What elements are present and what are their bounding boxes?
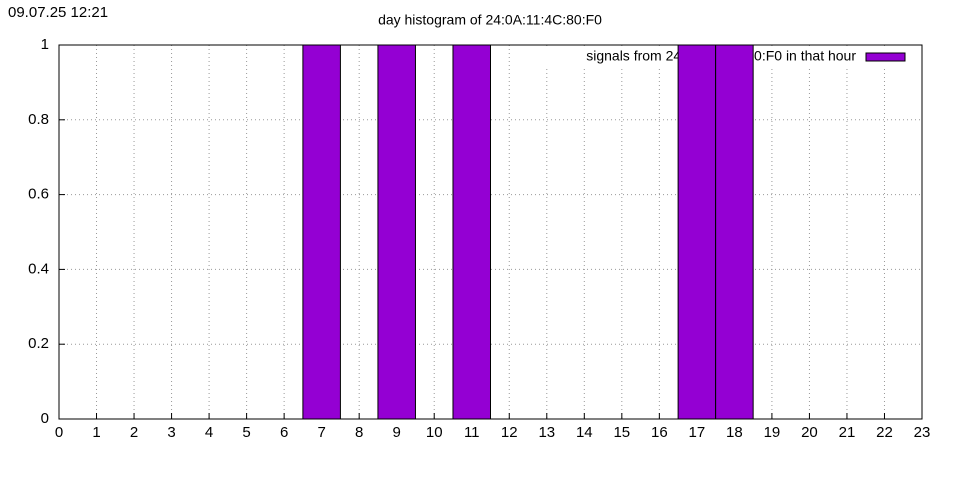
chart-title: day histogram of 24:0A:11:4C:80:F0 bbox=[378, 12, 602, 28]
x-tick-label: 5 bbox=[242, 424, 250, 441]
bar bbox=[452, 45, 492, 419]
x-tick-label: 2 bbox=[130, 424, 138, 441]
x-tick-label: 1 bbox=[92, 424, 100, 441]
y-tick-label: 0.6 bbox=[28, 186, 49, 203]
x-tick-label: 19 bbox=[764, 424, 781, 441]
x-tick-label: 12 bbox=[501, 424, 518, 441]
bars bbox=[302, 45, 754, 419]
y-tick-label: 1 bbox=[41, 36, 49, 53]
x-tick-label: 13 bbox=[538, 424, 555, 441]
x-tick-label: 23 bbox=[914, 424, 931, 441]
x-tick-label: 17 bbox=[689, 424, 706, 441]
x-tick-label: 11 bbox=[464, 424, 480, 441]
x-tick-label: 16 bbox=[651, 424, 668, 441]
x-tick-label: 21 bbox=[839, 424, 856, 441]
y-tick-label: 0.2 bbox=[28, 335, 49, 352]
x-tick-label: 3 bbox=[167, 424, 175, 441]
x-tick-label: 4 bbox=[205, 424, 213, 441]
x-tick-label: 9 bbox=[393, 424, 401, 441]
y-tick-label: 0.4 bbox=[28, 260, 49, 277]
x-tick-label: 14 bbox=[576, 424, 593, 441]
x-tick-label: 7 bbox=[317, 424, 325, 441]
bar bbox=[677, 45, 717, 419]
bar bbox=[715, 45, 754, 419]
bar bbox=[302, 45, 341, 419]
bar bbox=[377, 45, 416, 419]
x-tick-label: 20 bbox=[801, 424, 818, 441]
y-tick-label: 0.8 bbox=[28, 111, 49, 128]
y-tick-label: 0 bbox=[41, 410, 49, 427]
plot-border bbox=[58, 44, 923, 420]
legend-swatch bbox=[865, 52, 906, 62]
x-tick-label: 8 bbox=[355, 424, 363, 441]
x-tick-label: 0 bbox=[55, 424, 63, 441]
x-tick-label: 10 bbox=[426, 424, 443, 441]
x-tick-label: 18 bbox=[726, 424, 743, 441]
x-tick-label: 6 bbox=[280, 424, 288, 441]
timestamp: 09.07.25 12:21 bbox=[8, 4, 108, 21]
x-tick-label: 15 bbox=[613, 424, 630, 441]
x-tick-label: 22 bbox=[876, 424, 893, 441]
